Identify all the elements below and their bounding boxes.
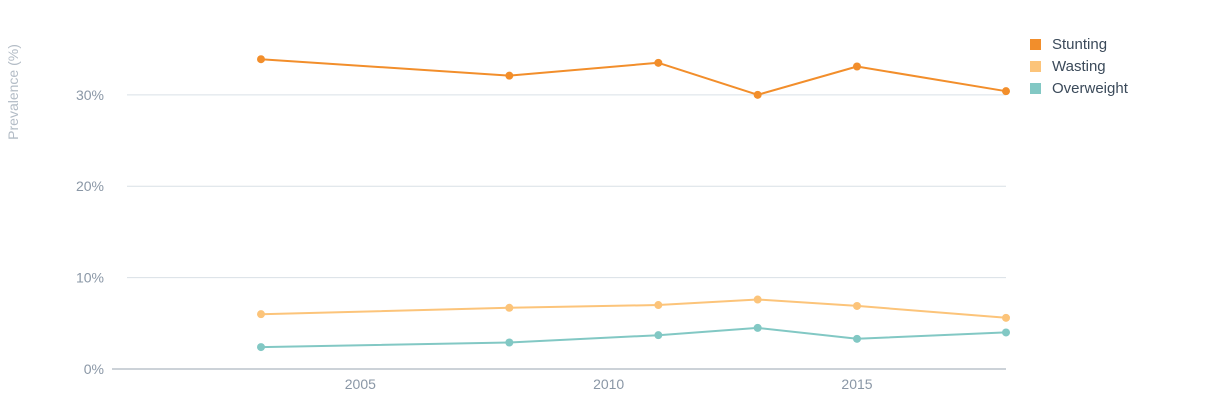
legend-label-overweight: Overweight [1052,79,1128,97]
data-point-wasting-2008[interactable] [505,303,514,312]
x-tick-label-2015: 2015 [841,376,872,392]
data-point-overweight-2018[interactable] [1002,328,1010,337]
data-point-stunting-2008[interactable] [505,71,514,80]
data-point-stunting-2003[interactable] [257,55,265,64]
x-tick-label-2005: 2005 [345,376,376,392]
legend-swatch-overweight [1030,82,1041,94]
x-tick-labels: 2005 2010 2015 [345,376,873,392]
legend-label-stunting: Stunting [1052,35,1108,53]
data-point-wasting-2018[interactable] [1002,313,1010,322]
legend-label-wasting: Wasting [1052,57,1106,75]
legend-swatch-stunting [1030,38,1041,50]
data-point-stunting-2013[interactable] [753,90,762,99]
data-point-stunting-2015[interactable] [853,62,861,71]
data-point-overweight-2011[interactable] [654,331,663,340]
data-point-wasting-2003[interactable] [257,310,265,319]
legend-item-stunting[interactable]: Stunting [1030,33,1128,55]
series-lines [257,55,1010,352]
data-point-overweight-2013[interactable] [753,323,762,332]
series-line-wasting [260,298,1007,319]
data-point-wasting-2013[interactable] [753,295,762,304]
y-tick-label-30: 30% [76,87,104,103]
legend-item-wasting[interactable]: Wasting [1030,55,1128,77]
y-tick-label-20: 20% [76,178,104,194]
data-point-wasting-2015[interactable] [853,301,861,310]
legend-item-overweight[interactable]: Overweight [1030,77,1128,99]
legend-swatch-wasting [1030,60,1041,72]
y-tick-label-0: 0% [84,361,104,377]
data-point-wasting-2011[interactable] [654,301,663,310]
grid-lines [112,94,1006,370]
series-line-overweight [260,326,1007,349]
legend: Stunting Wasting Overweight [1030,33,1128,99]
y-axis-label: Prevalence (%) [5,44,21,140]
series-line-stunting [260,58,1007,96]
y-tick-labels: 0% 10% 20% 30% [76,87,104,377]
data-point-overweight-2008[interactable] [505,338,514,347]
data-point-stunting-2011[interactable] [654,58,663,67]
data-point-overweight-2003[interactable] [257,343,265,352]
data-point-stunting-2018[interactable] [1002,87,1010,96]
data-point-overweight-2015[interactable] [853,334,861,343]
y-tick-label-10: 10% [76,270,104,286]
x-tick-label-2010: 2010 [593,376,624,392]
